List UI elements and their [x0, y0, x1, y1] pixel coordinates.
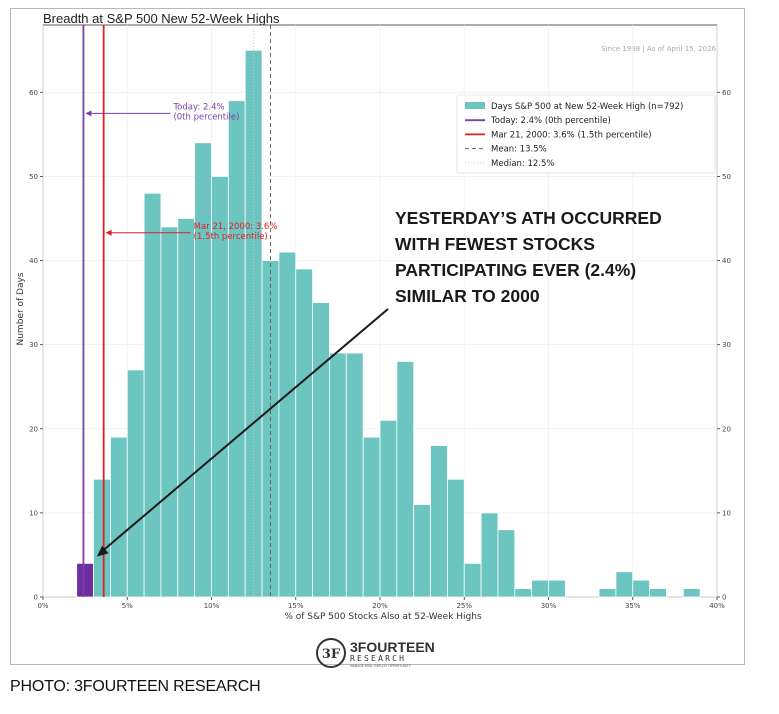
annotation: YESTERDAY’S ATH OCCURRED WITH FEWEST STOC…: [96, 208, 662, 557]
bar: [615, 571, 634, 598]
bar: [548, 579, 566, 598]
x-tick-label: 10%: [204, 602, 220, 610]
photo-caption: PHOTO: 3FOURTEEN RESEARCH: [10, 678, 261, 695]
bar-highlight: [76, 562, 94, 598]
reference-lines: Today: 2.4%(0th percentile) Mar 21, 2000:…: [82, 25, 278, 597]
bar: [682, 588, 701, 598]
bar: [463, 562, 482, 598]
chart-frame: Breadth at S&P 500 New 52-Week Highs Sin…: [10, 8, 745, 668]
bar: [312, 302, 330, 598]
arrow-head-icon: [105, 229, 112, 236]
x-axis-label: % of S&P 500 Stocks Also at 52-Week High…: [284, 612, 482, 622]
logo-mark-text: 3F: [322, 647, 341, 662]
ref-line-label: Mar 21, 2000: 3.6%: [194, 222, 278, 232]
legend-entry-label: Mar 21, 2000: 3.6% (1.5th percentile): [491, 130, 652, 140]
bar: [531, 579, 549, 598]
logo-tagline: MANAGE RISK. EXPLOIT OPPORTUNITY: [350, 664, 411, 668]
logo-sub: RESEARCH: [350, 654, 406, 663]
bar: [362, 436, 381, 598]
logo-text: 3FOURTEEN: [350, 639, 435, 655]
histogram-bars: [76, 49, 701, 598]
bar: [632, 579, 651, 598]
y-tick-label-right: 50: [722, 173, 731, 181]
annotation-arrow: [102, 308, 389, 552]
y-tick-label: 40: [29, 257, 38, 265]
annotation-arrowhead-icon: [96, 545, 109, 557]
y-tick-label-right: 30: [722, 341, 731, 349]
x-tick-label: 5%: [122, 602, 133, 610]
y-tick-label: 10: [29, 509, 38, 517]
ref-line-label: Today: 2.4%: [172, 102, 224, 112]
y-tick-label: 0: [34, 594, 38, 602]
x-tick-label: 30%: [541, 602, 557, 610]
bar: [194, 142, 212, 598]
bar: [126, 369, 145, 598]
bar: [160, 226, 179, 598]
bar: [430, 445, 448, 598]
bar: [446, 478, 465, 598]
x-tick-label: 20%: [372, 602, 388, 610]
arrow-head-icon: [85, 110, 92, 117]
bar: [329, 352, 347, 598]
bar: [177, 218, 196, 598]
x-tick-label: 40%: [709, 602, 725, 610]
annotation-line: PARTICIPATING EVER (2.4%): [395, 260, 636, 280]
annotation-line: WITH FEWEST STOCKS: [395, 234, 595, 254]
y-tick-label-right: 40: [722, 257, 731, 265]
annotation-line: YESTERDAY’S ATH OCCURRED: [395, 208, 662, 228]
ref-line-label-2: (1.5th percentile): [194, 232, 268, 242]
y-tick-label: 50: [29, 173, 38, 181]
legend-entry-label: Days S&P 500 at New 52-Week High (n=792): [491, 102, 683, 112]
legend-entry-label: Today: 2.4% (0th percentile): [490, 116, 611, 126]
bar: [93, 478, 111, 598]
ref-line-label-2: (0th percentile): [173, 112, 239, 122]
legend: Days S&P 500 at New 52-Week High (n=792)…: [456, 94, 716, 174]
bar: [110, 436, 128, 598]
bar: [143, 192, 162, 598]
x-tick-label: 25%: [456, 602, 472, 610]
bar: [379, 419, 398, 598]
y-tick-label-right: 60: [722, 89, 731, 97]
chart-title: Breadth at S&P 500 New 52-Week Highs: [43, 11, 280, 26]
legend-entry-label: Median: 12.5%: [491, 159, 554, 169]
bar: [514, 588, 533, 598]
bar: [396, 361, 415, 598]
y-tick-label-right: 20: [722, 425, 731, 433]
bar: [480, 512, 499, 598]
annotation-line: SIMILAR TO 2000: [395, 286, 540, 306]
x-tick-label: 15%: [288, 602, 304, 610]
legend-entry-label: Mean: 13.5%: [491, 145, 547, 155]
y-tick-label: 60: [29, 89, 38, 97]
x-tick-label: 35%: [625, 602, 641, 610]
x-tick-label: 0%: [37, 602, 48, 610]
logo: 3F 3FOURTEEN RESEARCH MANAGE RISK. EXPLO…: [316, 637, 456, 673]
bar: [497, 529, 516, 598]
legend-swatch: [465, 102, 485, 109]
legend-box: [456, 94, 716, 174]
bar: [413, 504, 431, 598]
y-tick-label: 30: [29, 341, 38, 349]
axes: 0 0 10 10 20 20 30 30 40 40 50 50 60 60 0% 5% 10% 15% 20% 2…: [29, 89, 731, 610]
bar: [295, 268, 314, 598]
y-tick-label: 20: [29, 425, 38, 433]
y-tick-label-right: 10: [722, 509, 731, 517]
histogram-chart: Breadth at S&P 500 New 52-Week Highs Sin…: [16, 11, 731, 622]
bar: [345, 352, 364, 598]
chart-subtitle: Since 1998 | As of April 15, 2026: [601, 45, 716, 53]
y-axis-label: Number of Days: [16, 272, 26, 345]
bar: [227, 100, 246, 598]
logo-mark-icon: [316, 638, 346, 668]
bar: [649, 588, 667, 598]
y-tick-label-right: 0: [722, 594, 726, 602]
bar: [598, 588, 617, 598]
bar: [278, 251, 297, 598]
